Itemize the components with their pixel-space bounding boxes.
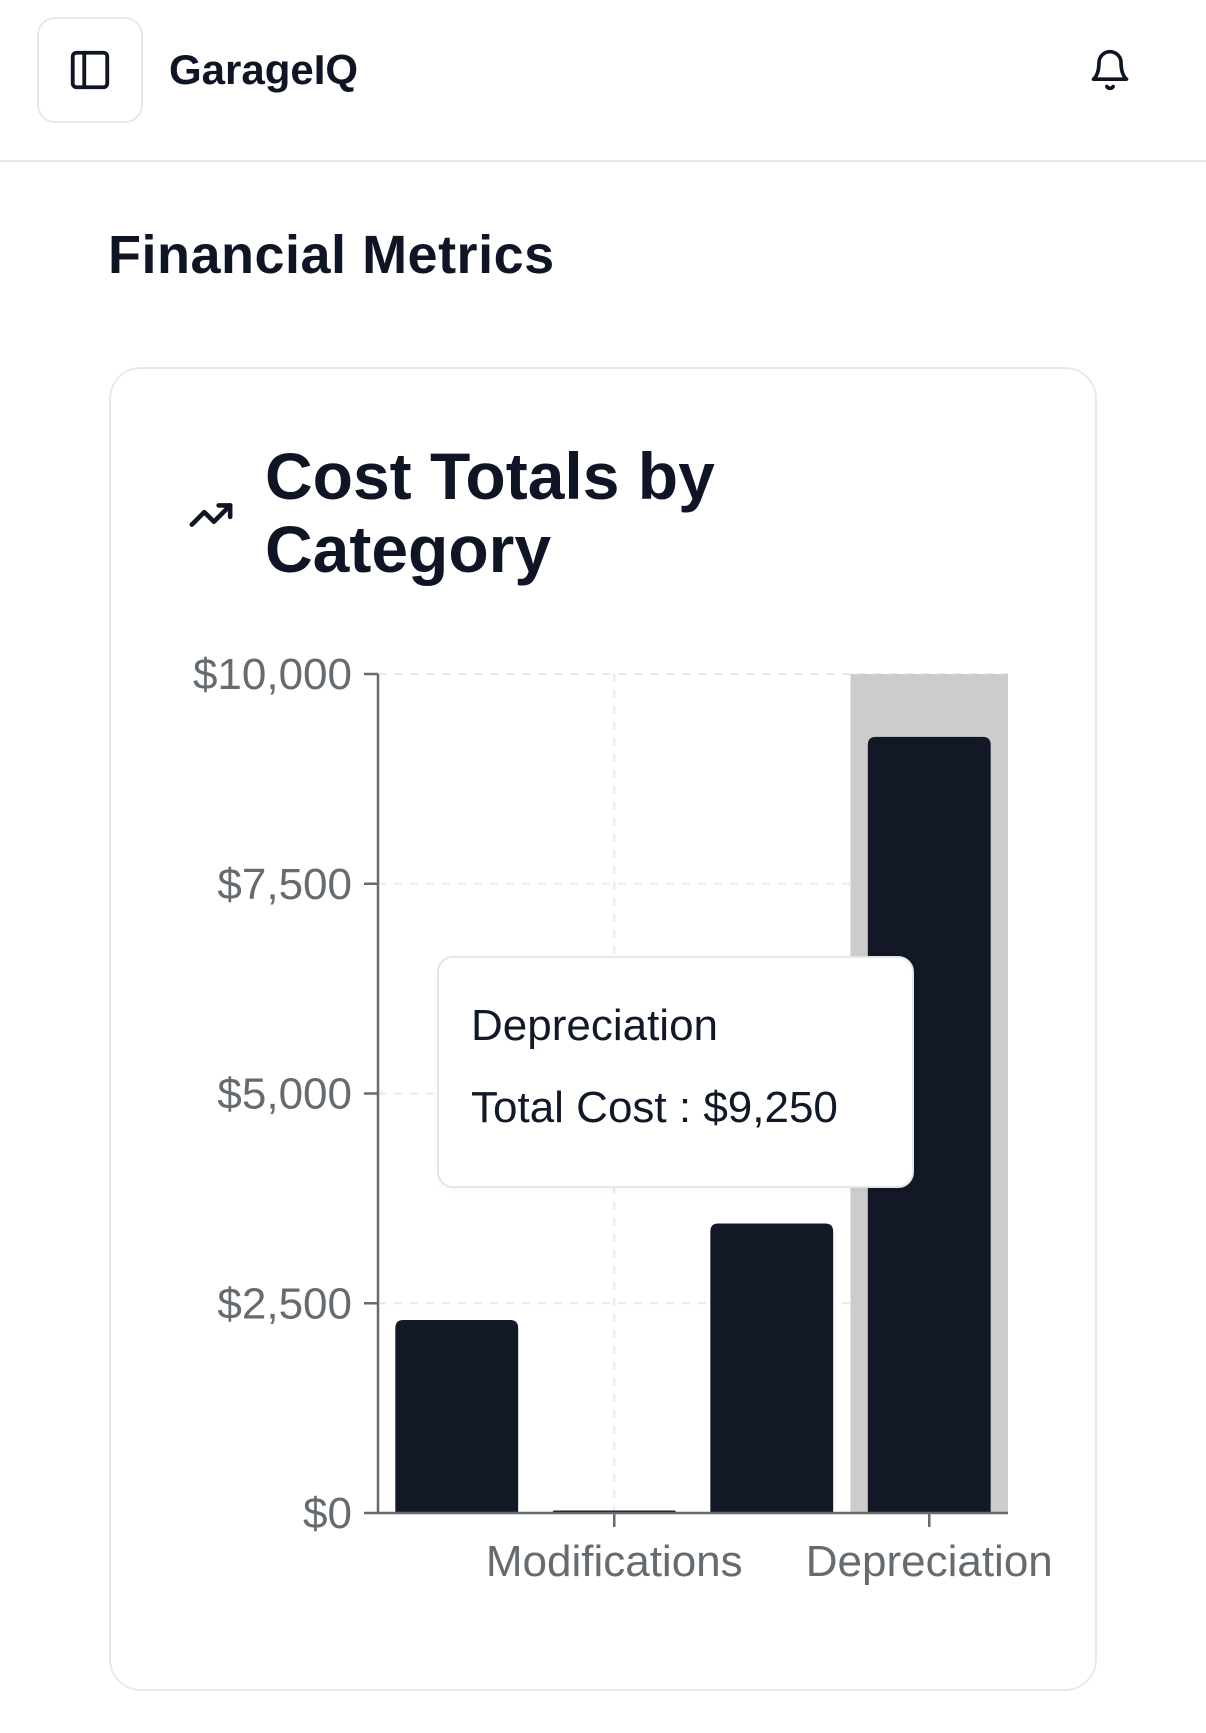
chart-tooltip: Depreciation Total Cost : $9,250 xyxy=(437,956,914,1188)
notifications-button[interactable] xyxy=(1084,44,1136,96)
tooltip-label: Total Cost xyxy=(471,1083,667,1132)
bell-icon xyxy=(1091,49,1129,91)
top-bar: GarageIQ xyxy=(0,0,1206,162)
app-title: GarageIQ xyxy=(169,46,359,93)
tooltip-value-line: Total Cost : $9,250 xyxy=(471,1082,838,1134)
tooltip-separator: : xyxy=(666,1083,704,1132)
sidebar-toggle-button[interactable] xyxy=(37,17,143,123)
tooltip-category: Depreciation xyxy=(471,1001,719,1050)
tooltip-value: $9,250 xyxy=(703,1083,838,1132)
card-title: Cost Totals by Category xyxy=(265,439,715,586)
trending-up-icon xyxy=(189,503,233,527)
panel-left-icon xyxy=(70,50,110,90)
page-title: Financial Metrics xyxy=(108,225,555,285)
